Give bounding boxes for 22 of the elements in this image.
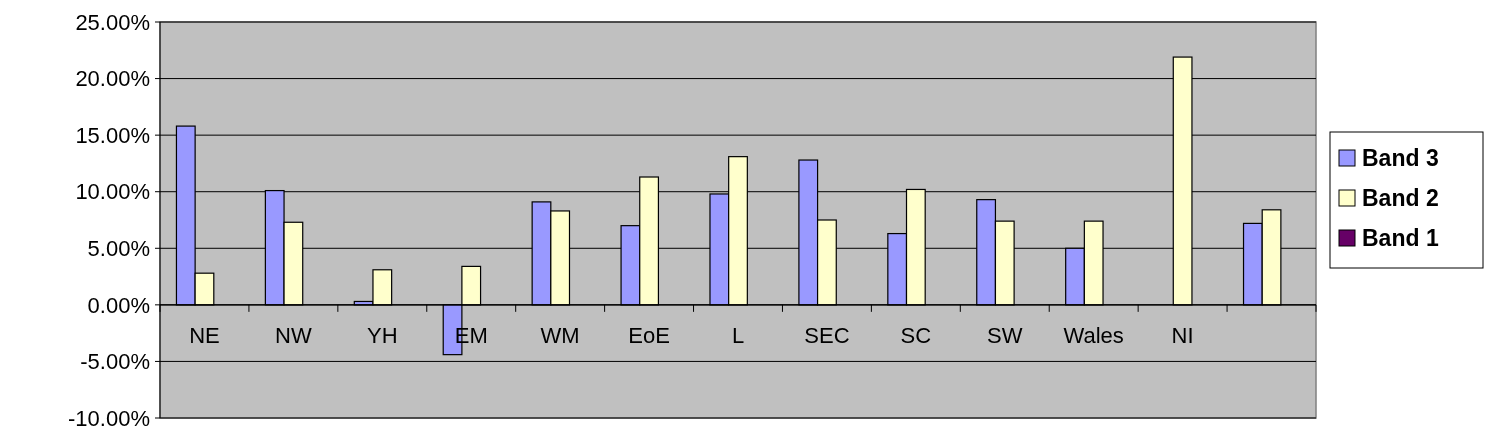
x-tick-label: SC — [900, 322, 932, 348]
x-tick-label: YH — [367, 322, 398, 348]
x-tick-label: SEC — [804, 322, 850, 348]
legend-label: Band 2 — [1362, 185, 1439, 212]
x-tick-label: EoE — [628, 322, 670, 348]
legend-label: Band 1 — [1362, 225, 1439, 252]
x-tick-label: WM — [540, 322, 580, 348]
y-tick-label: 15.00% — [75, 122, 150, 148]
y-tick-label: -10.00% — [68, 405, 150, 431]
x-tick-label: Wales — [1063, 322, 1124, 348]
y-tick-label: 10.00% — [75, 179, 150, 205]
y-tick-label: -5.00% — [80, 349, 150, 375]
x-tick-label: L — [731, 322, 745, 348]
x-tick-label: NI — [1171, 322, 1194, 348]
y-tick-label: 5.00% — [87, 235, 150, 261]
x-tick-label: NW — [275, 322, 312, 348]
x-tick-label: SW — [987, 322, 1023, 348]
legend-label: Band 3 — [1362, 145, 1439, 172]
y-tick-label: 0.00% — [87, 292, 150, 318]
x-tick-label: NE — [189, 322, 220, 348]
y-tick-label: 25.00% — [75, 9, 150, 35]
y-tick-label: 20.00% — [75, 66, 150, 92]
